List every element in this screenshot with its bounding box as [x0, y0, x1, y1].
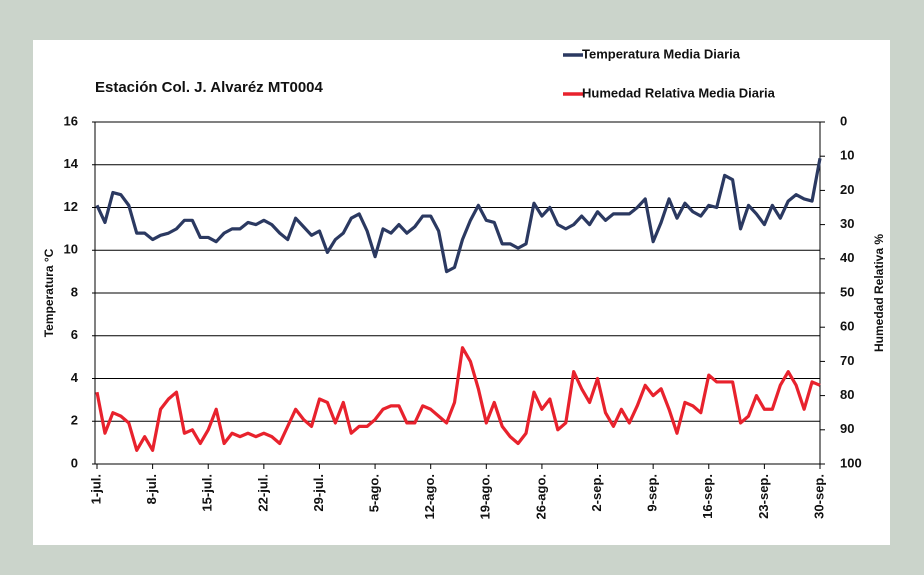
y-axis-label: Temperatura °C	[42, 248, 56, 337]
y-tick-label: 10	[64, 242, 78, 257]
chart-title: Estación Col. J. Alvaréz MT0004	[95, 79, 324, 96]
x-tick-label: 12-ago.	[422, 474, 437, 520]
x-tick-label: 15-jul.	[200, 474, 215, 512]
series-line	[95, 346, 821, 452]
legend-label: Humedad Relativa Media Diaria	[582, 85, 776, 100]
x-tick-label: 19-ago.	[478, 474, 493, 520]
y-tick-label: 12	[64, 199, 78, 214]
x-tick-label: 9-sep.	[645, 474, 660, 512]
y2-tick-label: 40	[840, 250, 854, 265]
y2-axis-label: Humedad Relativa %	[872, 234, 886, 352]
x-tick-label: 8-jul.	[144, 474, 159, 504]
y2-tick-label: 20	[840, 182, 854, 197]
y2-tick-label: 30	[840, 216, 854, 231]
y2-tick-label: 80	[840, 387, 854, 402]
y-tick-label: 8	[71, 284, 78, 299]
y2-tick-label: 60	[840, 319, 854, 334]
y-tick-label: 6	[71, 327, 78, 342]
x-tick-label: 29-jul.	[311, 474, 326, 512]
y2-tick-label: 90	[840, 421, 854, 436]
x-tick-label: 22-jul.	[255, 474, 270, 512]
y-tick-label: 16	[64, 113, 78, 128]
y2-tick-label: 100	[840, 455, 862, 470]
y2-tick-label: 50	[840, 284, 854, 299]
x-tick-label: 2-sep.	[589, 474, 604, 512]
y-tick-label: 14	[64, 156, 79, 171]
x-tick-label: 16-sep.	[700, 474, 715, 519]
y-tick-label: 0	[71, 455, 78, 470]
x-tick-label: 30-sep.	[811, 474, 826, 519]
x-tick-label: 5-ago.	[367, 474, 382, 512]
x-tick-label: 26-ago.	[533, 474, 548, 520]
y-tick-label: 4	[71, 370, 79, 385]
y-tick-label: 2	[71, 413, 78, 428]
y2-tick-label: 0	[840, 113, 847, 128]
x-tick-label: 1-jul.	[88, 474, 103, 504]
series-line	[95, 158, 822, 274]
legend-label: Temperatura Media Diaria	[582, 46, 741, 61]
y2-tick-label: 10	[840, 148, 854, 163]
x-tick-label: 23-sep.	[756, 474, 771, 519]
y2-tick-label: 70	[840, 353, 854, 368]
